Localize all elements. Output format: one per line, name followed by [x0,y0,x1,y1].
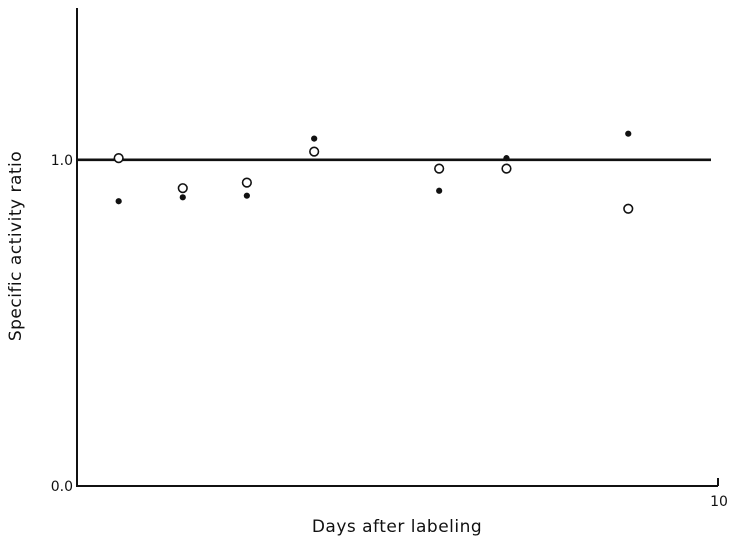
y-tick-label: 1.0 [51,153,73,169]
open-circle-point [623,203,634,214]
x-tick-label: 10 [710,494,728,510]
open-circle-point [177,183,188,194]
open-circle-point [501,163,512,174]
y-tick-label: 0.0 [51,479,73,495]
open-circle-point [113,153,124,164]
filled-circle-point [311,135,318,142]
filled-circle-point [436,187,443,194]
open-circle-point [434,163,445,174]
x-axis-title: Days after labeling [312,517,482,537]
open-circle-point [309,146,320,157]
filled-circle-point [115,198,122,205]
open-circle-point [241,177,252,188]
tick-labels: 0.0 1.0 10 [51,153,728,510]
filled-circle-point [243,192,250,199]
filled-circle-point [503,155,510,162]
y-axis-title: Specific activity ratio [6,151,26,341]
filled-circle-point [625,130,632,137]
data-points [113,130,634,214]
filled-circle-point [179,194,186,201]
